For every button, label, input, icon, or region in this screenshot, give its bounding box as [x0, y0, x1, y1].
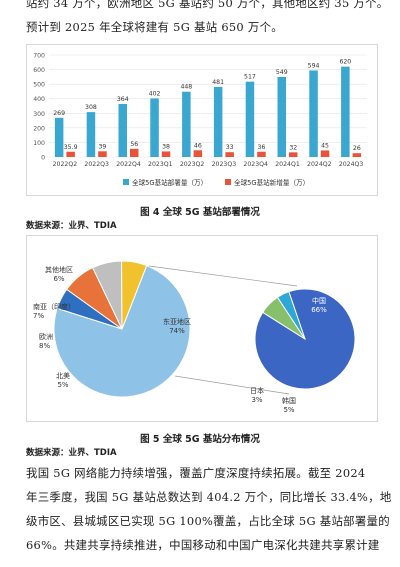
bar-new-label: 33 — [226, 144, 234, 151]
subpie-label: 中国 — [312, 296, 326, 305]
paragraph-line: 级市区、县城城区已实现 5G 100%覆盖，占比全球 5G 基站部署量的 — [26, 514, 390, 528]
y-tick-label: 300 — [33, 111, 45, 118]
bar-total — [54, 117, 64, 157]
bar-new-label: 26 — [353, 145, 361, 152]
bar-total-label: 549 — [276, 69, 288, 76]
y-tick-label: 0 — [41, 155, 45, 162]
bar-total — [277, 77, 286, 157]
bar-chart: 0 100 200 300 400 500 600 700 269 35.9 2022Q2 308 39… — [33, 53, 367, 187]
pie-slice — [53, 264, 191, 398]
bar-new — [161, 151, 171, 157]
bar-new-label: 32 — [289, 144, 297, 151]
bar-total — [150, 98, 159, 157]
bar-total-label: 517 — [244, 74, 256, 81]
figure5-source: 数据来源：业界、TDIA — [26, 448, 117, 458]
paragraph-line: 66%。共建共享持续推进，中国移动和中国广电深化共建共享累计建 — [26, 538, 380, 552]
pie-label: 欧洲 — [39, 332, 53, 341]
bar-new-label: 36 — [258, 144, 266, 151]
bar-total — [245, 81, 255, 157]
pie-slice — [121, 260, 148, 330]
bar-total — [341, 66, 350, 157]
bar-new-label: 35.9 — [64, 144, 78, 151]
subpie-value-label: 5% — [283, 406, 294, 414]
bar-new — [320, 150, 330, 157]
connector-line — [174, 375, 290, 395]
legend-label-new: 全球5G基站新增量（万） — [234, 178, 309, 187]
figure4-caption: 图 4 全球 5G 基站部署情况 — [140, 207, 260, 218]
figure4-box: 0 100 200 300 400 500 600 700 269 35.9 2022Q2 308 39… — [26, 44, 378, 196]
legend-swatch-total — [123, 179, 129, 185]
bar-new — [98, 151, 107, 157]
bar-total — [309, 70, 318, 157]
pie-value-label: 5% — [57, 381, 68, 389]
pie-value-label: 6% — [53, 275, 64, 283]
bar-total — [182, 91, 191, 157]
figure4-source: 数据来源：业界、TDIA — [26, 221, 117, 231]
bar-total-label: 620 — [339, 59, 351, 66]
subpie-value-label: 3% — [251, 396, 262, 404]
x-tick-label: 2023Q3 — [212, 161, 237, 168]
x-tick-label: 2022Q2 — [53, 161, 78, 168]
bar-new — [130, 148, 139, 157]
pie-charts: 东亚地区74%北美5%欧洲8%南亚（印度）7%其他地区6%中国66%韩国5%日本… — [33, 260, 356, 414]
subpie-slice — [254, 288, 356, 390]
paragraph-line: 年三季度，我国 5G 基站总数达到 404.2 万个，同比增长 33.4%，地 — [26, 490, 392, 504]
bar-total-label: 448 — [180, 84, 192, 91]
connector-line — [148, 265, 298, 287]
bar-total-label: 308 — [85, 104, 97, 111]
bar-new-label: 56 — [130, 141, 138, 148]
subpie-slice — [276, 291, 306, 340]
y-tick-label: 700 — [33, 53, 45, 60]
pie-value-label: 7% — [33, 312, 44, 320]
subpie-label: 日本 — [250, 386, 264, 395]
bar-new — [257, 151, 266, 157]
bar-new — [289, 152, 298, 157]
figure5-box: 东亚地区 74% 北美 5% 欧洲 8% 南亚（印度） 7% 其他地区 6% 中国 66% 韩国 5% 日本… — [26, 235, 378, 422]
x-tick-label: 2024Q1 — [275, 161, 300, 168]
bar-new — [225, 152, 234, 157]
bar-total — [118, 103, 127, 157]
subpie-label: 韩国 — [282, 396, 296, 405]
x-tick-label: 2023Q4 — [243, 161, 268, 168]
y-tick-label: 600 — [33, 67, 45, 74]
bar-new-label: 38 — [162, 143, 170, 150]
bar-total-label: 481 — [212, 79, 224, 86]
bar-total-label: 364 — [117, 96, 129, 103]
x-tick-label: 2024Q2 — [307, 161, 332, 168]
pie-label: 东亚地区 — [163, 317, 191, 326]
bar-total — [86, 112, 96, 157]
bar-new-label: 45 — [321, 142, 329, 149]
paragraph-line: 预计到 2025 年全球将建有 5G 基站 650 万个。 — [26, 20, 283, 34]
bar-total-label: 402 — [149, 90, 161, 97]
bar-total — [213, 86, 223, 157]
x-tick-label: 2023Q1 — [148, 161, 173, 168]
paragraph-line: 站约 34 万个，欧洲地区 5G 基站约 50 万个，其他地区约 35 万个。 — [26, 0, 389, 10]
y-tick-label: 500 — [33, 82, 45, 89]
x-tick-label: 2022Q4 — [116, 161, 141, 168]
bar-new-label: 46 — [194, 142, 202, 149]
bar-new — [352, 153, 362, 157]
y-tick-label: 400 — [33, 96, 45, 103]
legend-swatch-new — [225, 179, 231, 185]
figure5-caption: 图 5 全球 5G 基站分布情况 — [140, 434, 260, 445]
pie-value-label: 8% — [39, 342, 50, 350]
bar-new — [193, 150, 203, 157]
x-tick-label: 2024Q3 — [339, 161, 364, 168]
bar-total-label: 269 — [53, 110, 65, 117]
pie-label: 南亚（印度） — [33, 302, 75, 311]
subpie-value-label: 66% — [311, 306, 327, 314]
x-tick-label: 2022Q3 — [84, 161, 109, 168]
bar-new — [66, 151, 75, 157]
pie-label: 其他地区 — [45, 265, 73, 274]
pie-label: 北美 — [56, 371, 70, 380]
bar-total-label: 594 — [308, 62, 320, 69]
y-tick-label: 200 — [33, 125, 45, 132]
paragraph-line: 我国 5G 网络能力持续增强，覆盖广度深度持续拓展。截至 2024 — [26, 466, 366, 480]
bar-new-label: 39 — [99, 143, 107, 150]
y-tick-label: 100 — [33, 140, 45, 147]
legend-label-total: 全球5G基站部署量（万） — [132, 178, 207, 187]
pie-value-label: 74% — [169, 327, 185, 335]
x-tick-label: 2023Q2 — [180, 161, 205, 168]
